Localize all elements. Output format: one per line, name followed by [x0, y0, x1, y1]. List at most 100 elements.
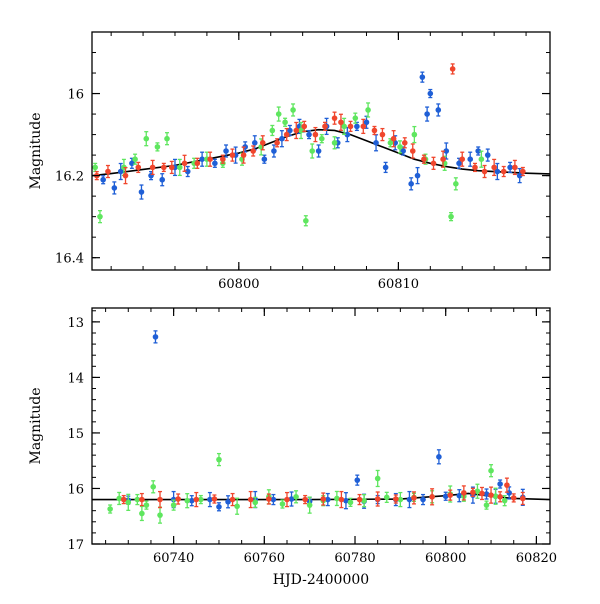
data-point-red	[497, 494, 503, 500]
data-point-red	[149, 164, 156, 171]
data-point-green	[365, 107, 371, 113]
data-point-green	[290, 107, 296, 113]
data-point-green	[474, 488, 481, 495]
data-point-blue	[467, 156, 474, 163]
axes-frame	[91, 31, 551, 271]
data-point-red	[229, 152, 236, 158]
data-point-red	[240, 152, 247, 158]
data-point-blue	[279, 135, 285, 142]
plot-area	[92, 63, 550, 227]
data-point-blue	[424, 111, 430, 117]
data-point-red	[135, 164, 142, 171]
data-point-green	[125, 499, 132, 506]
data-point-red	[338, 496, 345, 503]
data-point-red	[371, 127, 378, 134]
data-point-blue	[408, 181, 414, 187]
data-point-green	[252, 499, 259, 506]
data-point-red	[283, 131, 290, 138]
data-point-red	[193, 496, 200, 503]
data-point-red	[105, 168, 111, 175]
data-point-red	[479, 490, 485, 497]
data-point-green	[397, 144, 403, 150]
data-point-green	[341, 123, 347, 130]
data-point-green	[275, 111, 282, 117]
data-point-red	[519, 495, 526, 502]
y-tick-label: 16.2	[55, 170, 84, 185]
data-point-green	[282, 119, 288, 126]
data-point-green	[143, 135, 150, 142]
data-point-red	[168, 164, 175, 171]
data-point-blue	[223, 148, 229, 154]
data-point-green	[216, 456, 222, 463]
data-point-green	[269, 127, 276, 134]
data-point-green	[374, 475, 381, 482]
data-point-blue	[435, 107, 442, 113]
data-point-green	[143, 502, 150, 508]
data-point-green	[184, 497, 191, 504]
data-point-blue	[507, 164, 513, 171]
data-point-red	[247, 496, 254, 503]
data-point-red	[449, 66, 456, 72]
data-point-green	[293, 494, 299, 500]
data-point-red	[430, 160, 437, 167]
data-point-blue	[117, 168, 124, 175]
data-point-red	[510, 495, 517, 501]
data-point-green	[411, 131, 418, 138]
data-point-red	[411, 495, 417, 501]
data-point-blue	[483, 491, 490, 497]
data-point-red	[139, 496, 145, 503]
data-point-green	[150, 484, 157, 490]
data-point-blue	[344, 131, 351, 138]
data-point-red	[491, 164, 497, 171]
data-point-blue	[484, 152, 491, 158]
data-point-blue	[325, 496, 331, 503]
data-point-green	[303, 217, 309, 224]
data-point-red	[447, 492, 454, 498]
data-point-blue	[420, 496, 426, 503]
data-point-green	[483, 502, 490, 508]
data-point-blue	[138, 189, 145, 195]
data-point-red	[421, 156, 427, 163]
data-point-red	[331, 115, 338, 121]
data-point-red	[379, 131, 386, 138]
data-point-blue	[427, 90, 434, 97]
data-point-red	[409, 148, 416, 154]
x-axis-label: HJD-2400000	[273, 572, 369, 588]
data-point-blue	[270, 496, 277, 503]
data-point-green	[306, 502, 313, 508]
data-point-green	[318, 135, 325, 142]
data-point-blue	[443, 148, 450, 154]
data-point-blue	[184, 168, 191, 175]
data-point-blue	[382, 164, 389, 171]
data-point-red	[429, 494, 435, 500]
data-point-green	[334, 495, 340, 502]
data-point-green	[154, 144, 161, 150]
y-tick-label: 14	[67, 371, 84, 386]
data-point-green	[361, 497, 367, 504]
data-point-red	[338, 119, 344, 126]
data-point-red	[347, 123, 354, 130]
data-point-red	[440, 156, 446, 163]
data-point-green	[492, 493, 499, 500]
data-point-green	[139, 510, 145, 517]
data-point-red	[320, 496, 327, 502]
data-point-blue	[152, 334, 159, 340]
data-point-blue	[516, 172, 523, 179]
axes-frame	[91, 307, 551, 545]
data-point-green	[478, 156, 485, 163]
data-point-blue	[363, 119, 370, 126]
data-point-red	[293, 127, 300, 134]
data-point-green	[170, 502, 177, 508]
data-point-red	[488, 492, 494, 498]
data-point-green	[352, 115, 359, 121]
data-point-green	[107, 506, 113, 512]
data-point-green	[331, 139, 338, 146]
data-point-green	[347, 499, 354, 506]
x-tick-label: 60820	[516, 551, 557, 566]
data-point-red	[220, 156, 226, 163]
data-point-red	[122, 172, 129, 179]
data-point-green	[157, 512, 163, 518]
data-point-green	[279, 501, 286, 507]
